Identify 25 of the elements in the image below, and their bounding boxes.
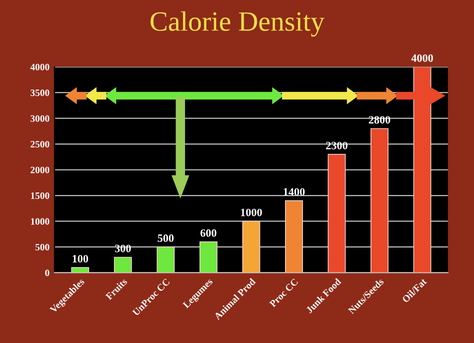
data-label: 1400 (284, 188, 305, 196)
data-label: 100 (72, 255, 88, 263)
bar (199, 241, 218, 273)
bar (71, 267, 90, 273)
y-tick-label: 3000 (30, 115, 50, 122)
y-tick-label: 500 (35, 244, 50, 250)
data-label: 4000 (411, 54, 433, 62)
bar (328, 154, 346, 273)
bar (114, 256, 132, 273)
y-tick-label: 3500 (30, 90, 50, 96)
y-tick-label: 1000 (30, 218, 50, 225)
bar (242, 220, 260, 273)
y-tick-label: 1500 (30, 192, 50, 199)
bar (370, 128, 388, 273)
y-tick-label: 2000 (30, 166, 50, 174)
bar (285, 200, 303, 273)
bar (156, 246, 175, 273)
data-label: 600 (200, 229, 216, 237)
y-tick-label: 4000 (30, 64, 50, 70)
data-label: 500 (158, 234, 174, 242)
y-tick-label: 2500 (30, 140, 50, 148)
data-label: 1000 (241, 208, 262, 216)
x-tick-label: Proc CC (269, 278, 298, 308)
chart-title: Calorie Density (150, 11, 324, 37)
y-tick-label: 0 (45, 270, 50, 276)
